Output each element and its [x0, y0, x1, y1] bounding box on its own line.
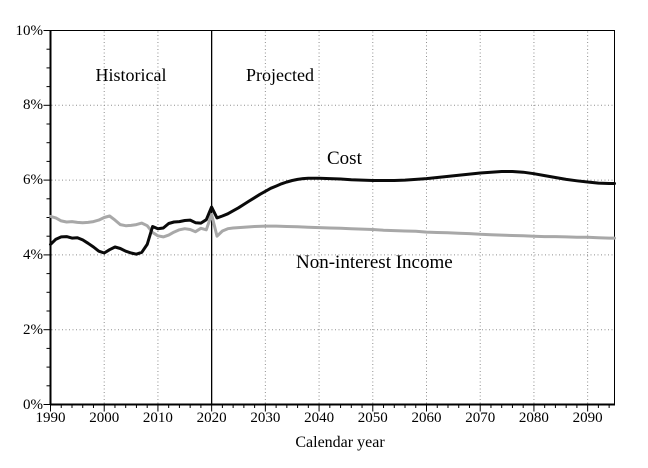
x-tick-label: 2030 [250, 410, 281, 426]
x-tick-label: 2050 [357, 410, 388, 426]
y-tick-label: 2% [23, 321, 43, 338]
x-axis-title: Calendar year [295, 434, 385, 451]
historical-label: Historical [95, 65, 167, 85]
income-line [49, 213, 616, 240]
x-tick-label: 1990 [35, 410, 66, 426]
x-tick-label: 2070 [465, 410, 496, 426]
projected-label: Projected [246, 65, 314, 85]
x-tick-label: 2040 [304, 410, 335, 426]
y-tick-label: 6% [23, 172, 43, 189]
axis-ticks [43, 30, 610, 412]
x-tick-label: 2010 [142, 410, 173, 426]
x-tick-label: 2000 [89, 410, 120, 426]
gridlines [51, 31, 614, 404]
income-series-label: Non-interest Income [296, 252, 453, 273]
y-tick-label: 8% [23, 97, 43, 114]
x-tick-label: 2020 [196, 410, 227, 426]
x-tick-label: 2090 [572, 410, 603, 426]
y-tick-label: 0% [23, 396, 43, 413]
cost-line [49, 170, 616, 256]
cost-series-label: Cost [327, 148, 362, 169]
y-tick-label: 10% [15, 22, 44, 39]
plot-frame [49, 30, 615, 406]
x-tick-label: 2080 [518, 410, 549, 426]
data-series [49, 170, 616, 256]
y-tick-label: 4% [23, 246, 43, 263]
x-tick-label: 2060 [411, 410, 442, 426]
plot-border [50, 30, 615, 405]
